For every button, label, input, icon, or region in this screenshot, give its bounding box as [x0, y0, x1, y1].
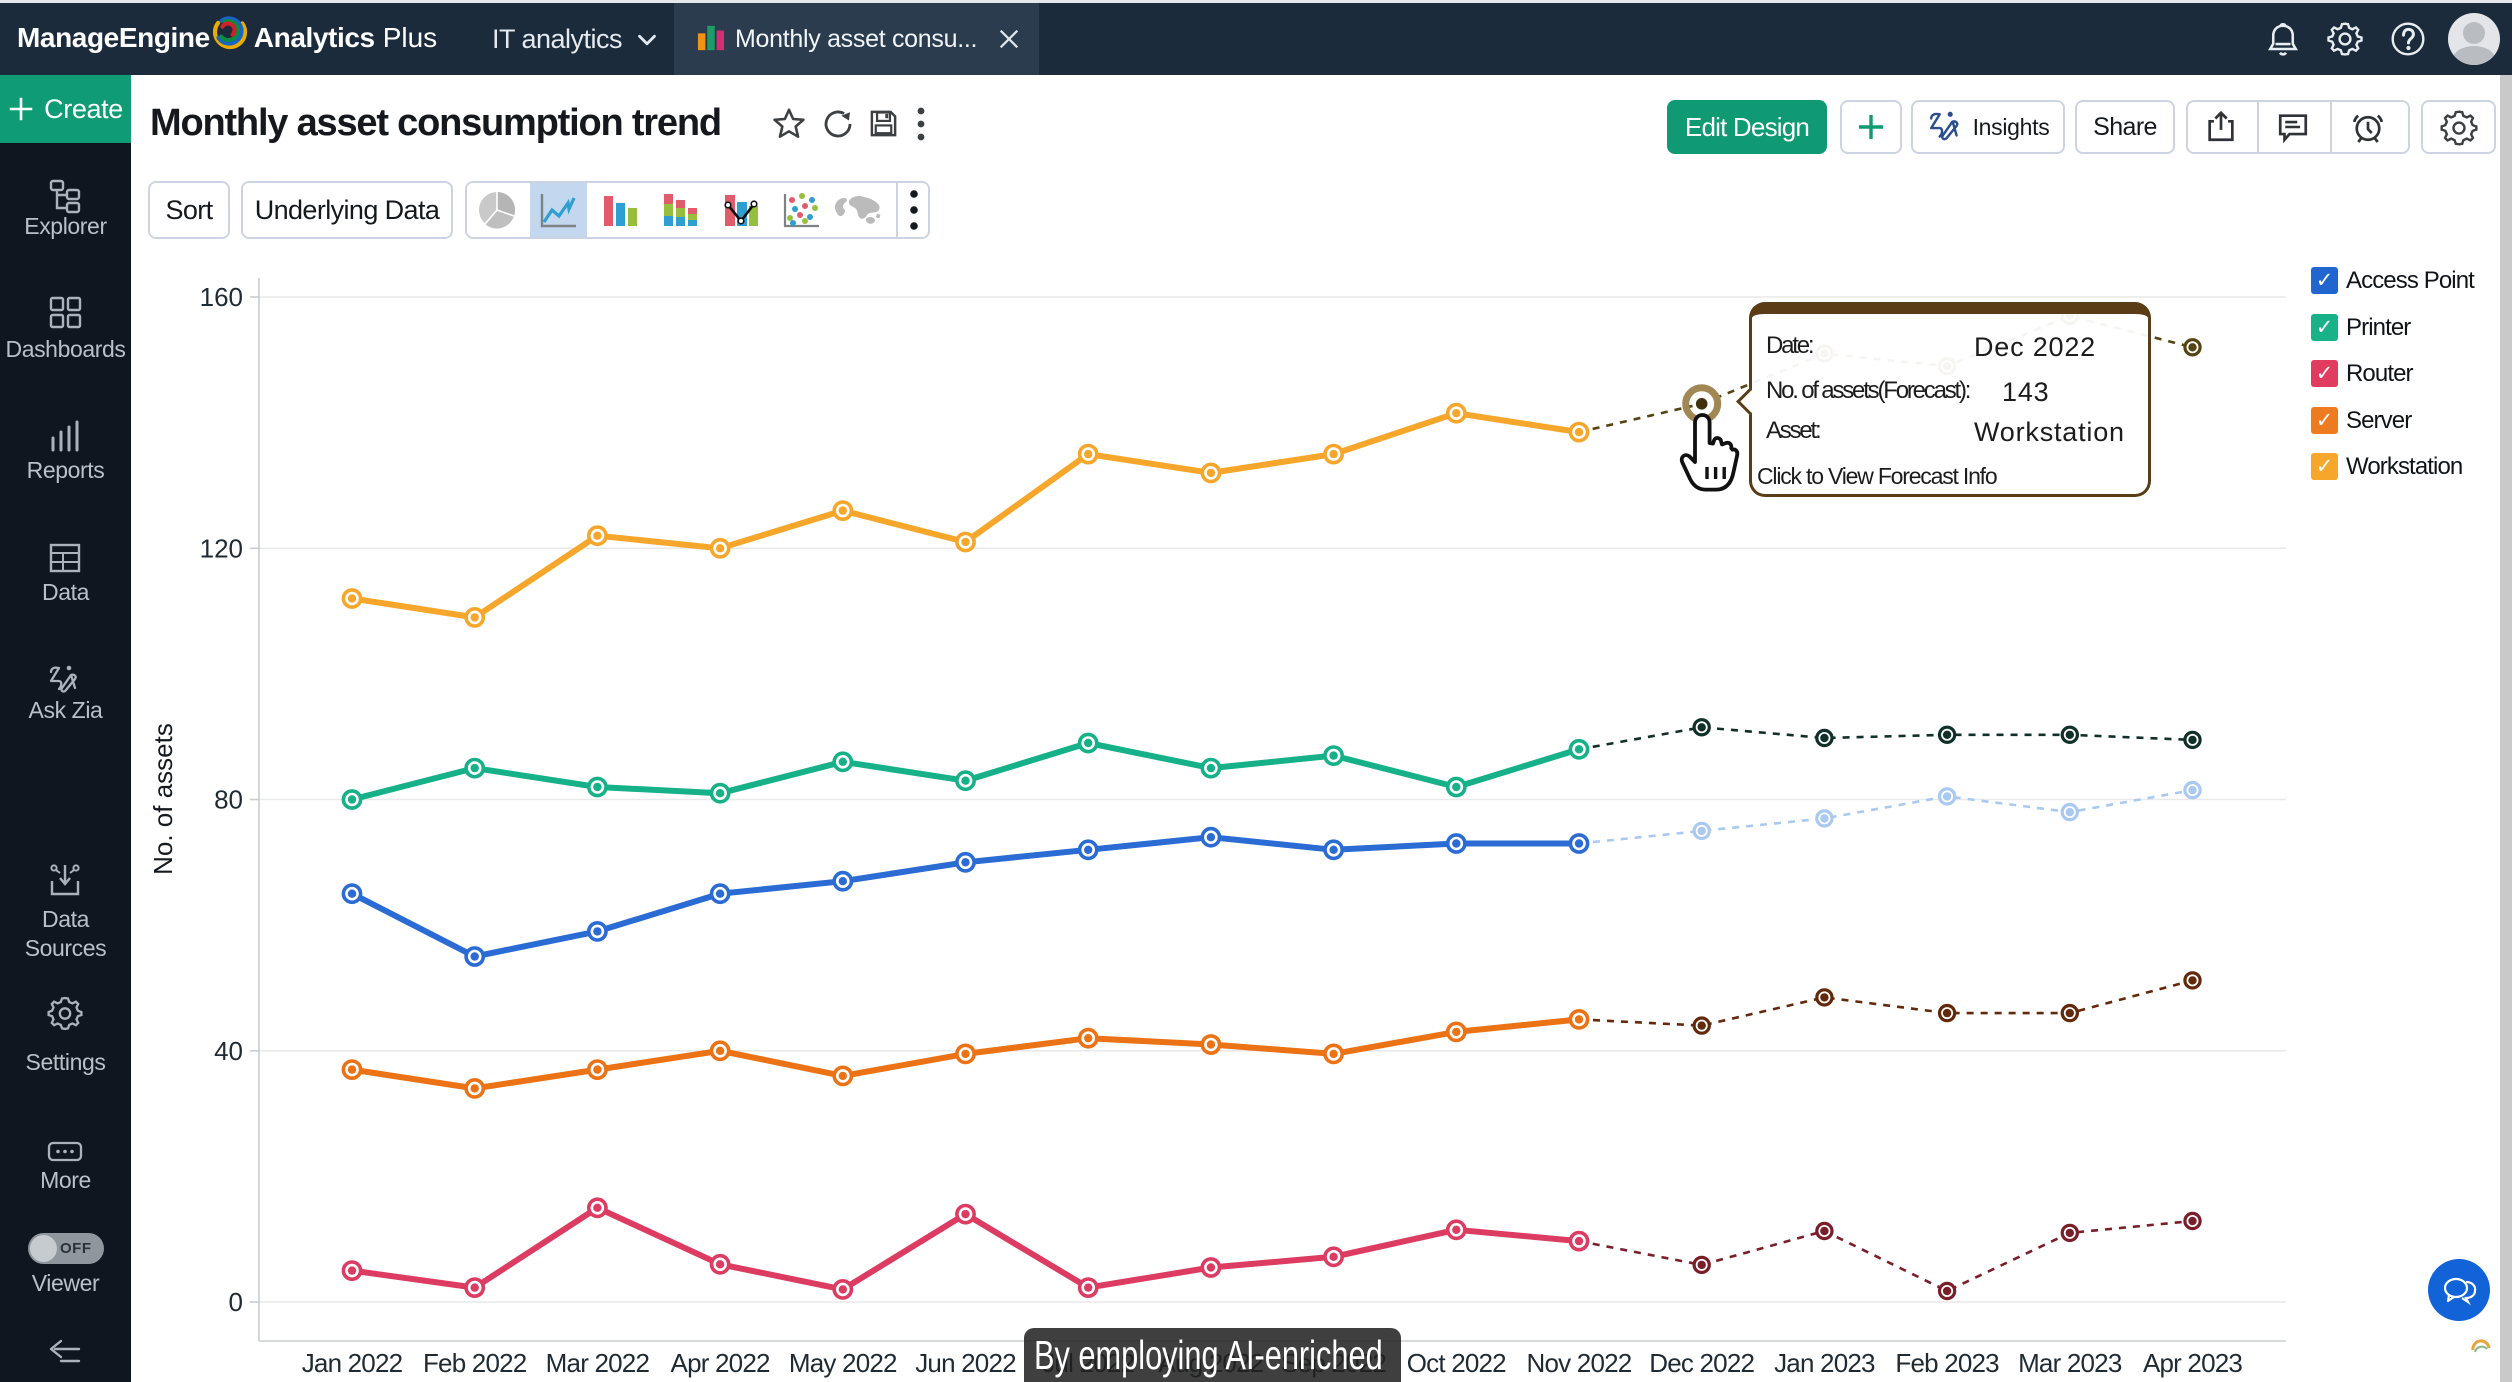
svg-text:120: 120	[200, 533, 243, 563]
svg-text:40: 40	[214, 1036, 243, 1066]
svg-text:160: 160	[200, 282, 243, 312]
svg-text:Mar 2023: Mar 2023	[2018, 1348, 2122, 1378]
svg-text:Apr 2023: Apr 2023	[2143, 1348, 2242, 1378]
svg-text:Feb 2023: Feb 2023	[1895, 1348, 1999, 1378]
svg-text:Feb 2022: Feb 2022	[423, 1348, 527, 1378]
svg-text:Dec 2022: Dec 2022	[1649, 1348, 1754, 1378]
svg-text:Jan 2023: Jan 2023	[1774, 1348, 1875, 1378]
svg-text:No. of assets: No. of assets	[148, 723, 178, 875]
svg-text:Nov 2022: Nov 2022	[1527, 1348, 1632, 1378]
svg-text:Oct 2022: Oct 2022	[1407, 1348, 1506, 1378]
svg-text:May 2022: May 2022	[789, 1348, 897, 1378]
svg-text:80: 80	[214, 785, 243, 815]
svg-text:Jun 2022: Jun 2022	[915, 1348, 1016, 1378]
svg-text:Mar 2022: Mar 2022	[546, 1348, 650, 1378]
svg-text:Jan 2022: Jan 2022	[302, 1348, 403, 1378]
svg-text:Apr 2022: Apr 2022	[671, 1348, 770, 1378]
svg-text:0: 0	[229, 1287, 243, 1317]
